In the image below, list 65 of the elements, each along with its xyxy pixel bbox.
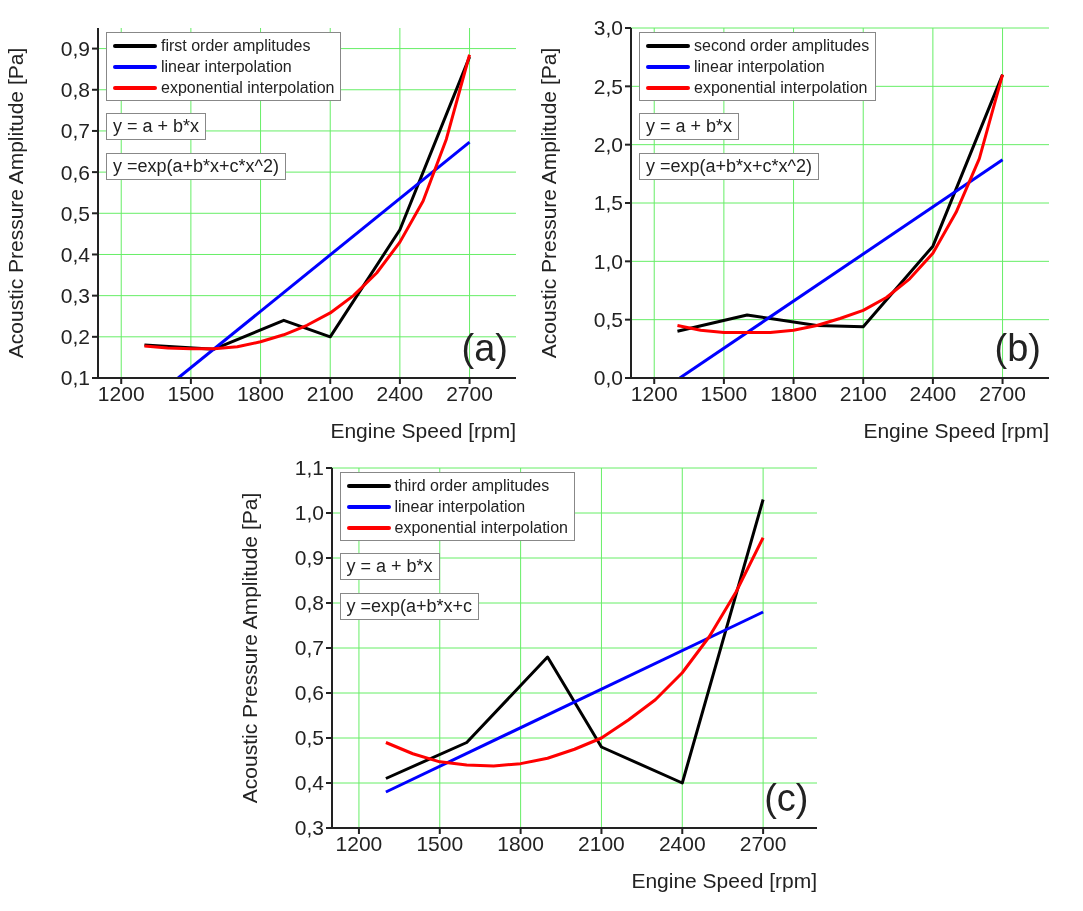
x-tick-label: 2700	[979, 381, 1026, 405]
y-tick-label: 0,6	[294, 681, 324, 705]
x-tick-label: 1800	[496, 831, 544, 855]
annotation: y =exp(a+b*x+c	[339, 593, 480, 620]
y-tick-label: 0,9	[60, 37, 90, 61]
x-axis-title: Engine Speed [rpm]	[630, 869, 817, 892]
legend-label: first order amplitudes	[161, 36, 311, 55]
x-tick-label: 1500	[415, 831, 463, 855]
x-axis-title: Engine Speed [rpm]	[330, 419, 516, 442]
y-tick-label: 1,1	[294, 456, 324, 480]
annotation: y = a + b*x	[639, 113, 740, 140]
y-tick-label: 0,9	[294, 546, 324, 570]
x-tick-label: 1500	[700, 381, 748, 405]
legend-label: linear interpolation	[394, 497, 526, 516]
legend-label: exponential interpolation	[394, 518, 568, 537]
legend-label: third order amplitudes	[394, 476, 550, 495]
annotation: y =exp(a+b*x+c*x^2)	[106, 153, 287, 180]
y-tick-label: 2,0	[593, 133, 623, 157]
y-tick-label: 1,5	[593, 191, 623, 215]
legend-label: exponential interpolation	[161, 78, 335, 97]
x-tick-label: 1200	[335, 831, 382, 855]
y-tick-label: 0,0	[593, 366, 623, 390]
y-tick-label: 0,5	[294, 726, 324, 750]
y-tick-label: 0,7	[294, 636, 324, 660]
x-tick-label: 1200	[630, 381, 678, 405]
y-tick-label: 0,4	[294, 771, 324, 795]
x-tick-label: 1500	[167, 381, 215, 405]
y-tick-label: 0,2	[60, 325, 90, 349]
y-tick-label: 0,5	[593, 308, 623, 332]
y-tick-label: 0,3	[294, 816, 324, 840]
x-tick-label: 2400	[909, 381, 957, 405]
legend-label: linear interpolation	[161, 57, 292, 76]
x-tick-label: 2400	[658, 831, 706, 855]
legend-label: second order amplitudes	[694, 36, 870, 55]
annotation: y =exp(a+b*x+c*x^2)	[639, 153, 820, 180]
y-tick-label: 0,3	[60, 284, 90, 308]
y-tick-label: 0,4	[60, 242, 91, 266]
x-tick-label: 1800	[770, 381, 817, 405]
annotation: y = a + b*x	[339, 553, 440, 580]
y-tick-label: 1,0	[593, 249, 623, 273]
x-tick-label: 2100	[839, 381, 887, 405]
y-tick-label: 3,0	[593, 16, 623, 40]
y-axis-title: Acoustic Pressure Amplitude [Pa]	[537, 47, 561, 359]
annotation: (c)	[764, 776, 809, 820]
x-tick-label: 2700	[739, 831, 786, 855]
y-tick-label: 0,7	[60, 119, 90, 143]
y-tick-label: 1,0	[294, 501, 324, 525]
x-tick-label: 1200	[97, 381, 145, 405]
y-tick-label: 2,5	[593, 74, 623, 98]
y-axis-title: Acoustic Pressure Amplitude [Pa]	[237, 492, 261, 804]
x-tick-label: 1800	[237, 381, 284, 405]
legend-label: linear interpolation	[694, 57, 825, 76]
annotation: y = a + b*x	[106, 113, 207, 140]
legend-label: exponential interpolation	[694, 78, 868, 97]
x-tick-label: 2100	[577, 831, 625, 855]
y-tick-label: 0,8	[60, 78, 90, 102]
y-tick-label: 0,8	[294, 591, 324, 615]
x-tick-label: 2100	[306, 381, 354, 405]
y-tick-label: 0,6	[60, 160, 90, 184]
y-axis-title: Acoustic Pressure Amplitude [Pa]	[4, 47, 28, 359]
x-tick-label: 2700	[446, 381, 493, 405]
y-tick-label: 0,5	[60, 201, 90, 225]
x-tick-label: 2400	[376, 381, 424, 405]
y-tick-label: 0,1	[60, 366, 90, 390]
x-axis-title: Engine Speed [rpm]	[863, 419, 1049, 442]
